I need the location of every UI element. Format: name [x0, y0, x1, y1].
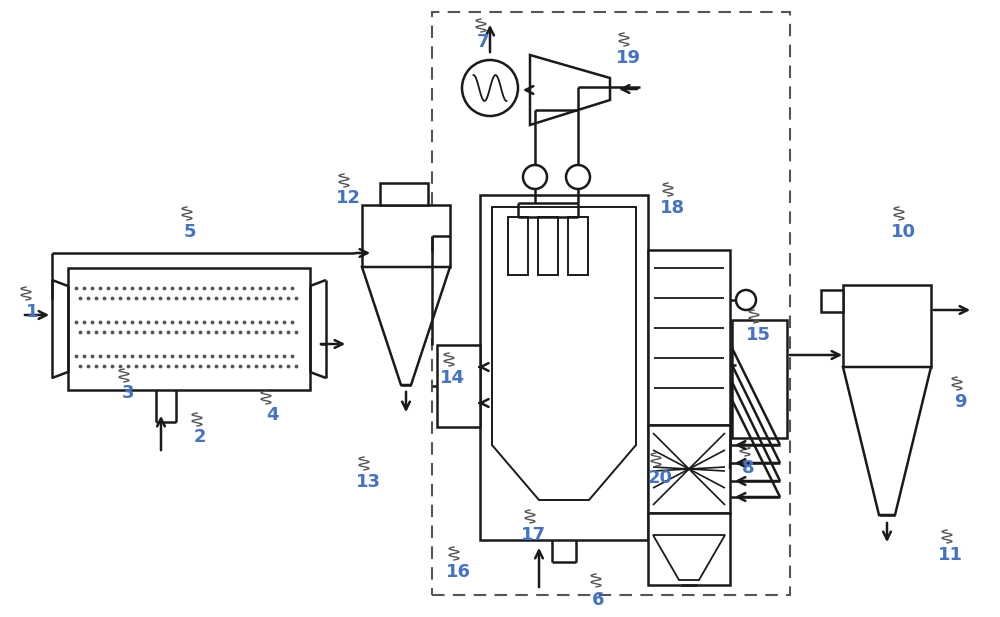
Bar [437, 345, 480, 427]
Bar [648, 425, 730, 513]
Text: 5: 5 [184, 223, 196, 241]
Bar [821, 290, 843, 312]
Text: 6: 6 [592, 591, 604, 609]
Bar [843, 285, 931, 367]
Polygon shape [653, 535, 725, 580]
Bar [732, 320, 787, 438]
Bar [362, 205, 450, 267]
Text: 19: 19 [616, 49, 640, 67]
Text: 8: 8 [742, 459, 754, 477]
Bar [508, 217, 528, 275]
Polygon shape [843, 367, 931, 515]
Text: 15: 15 [746, 326, 770, 344]
Text: 13: 13 [356, 473, 380, 491]
Bar [568, 217, 588, 275]
Text: 18: 18 [659, 199, 685, 217]
Text: 20: 20 [648, 469, 672, 487]
Bar [68, 268, 310, 390]
Text: 9: 9 [954, 393, 966, 411]
Bar [648, 513, 730, 585]
Polygon shape [530, 55, 610, 125]
Text: 16: 16 [446, 563, 471, 581]
Text: 11: 11 [938, 546, 962, 564]
Bar [432, 12, 790, 595]
Bar [538, 217, 558, 275]
Polygon shape [492, 207, 636, 500]
Text: 7: 7 [477, 33, 489, 51]
Text: 4: 4 [266, 406, 278, 424]
Text: 14: 14 [440, 369, 464, 387]
Bar [480, 195, 648, 540]
Polygon shape [362, 267, 450, 385]
Text: 10: 10 [891, 223, 916, 241]
Text: 2: 2 [194, 428, 206, 446]
Bar [648, 250, 730, 425]
Text: 3: 3 [122, 384, 134, 402]
Text: 12: 12 [336, 189, 360, 207]
Bar [380, 183, 428, 205]
Text: 17: 17 [520, 526, 546, 544]
Text: 1: 1 [26, 303, 38, 321]
